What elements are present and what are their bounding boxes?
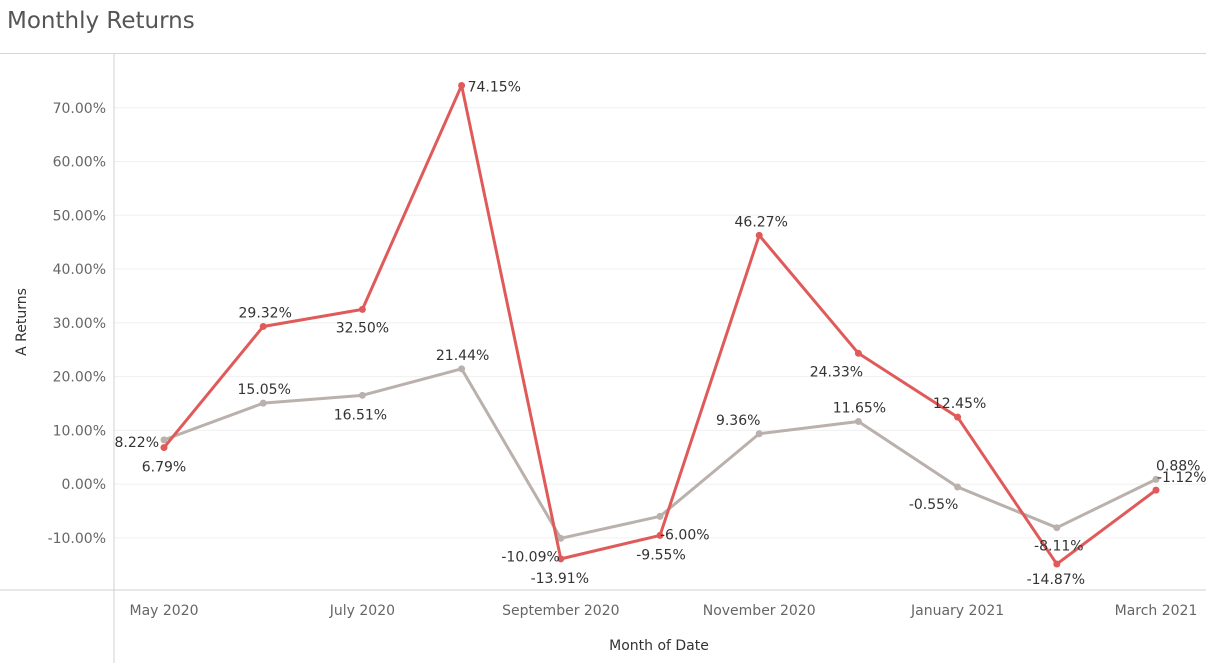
data-point [358, 391, 366, 399]
data-label: 29.32% [239, 305, 292, 321]
data-point [954, 483, 962, 491]
data-label: 0.88% [1156, 458, 1200, 474]
data-label: -6.00% [660, 527, 710, 543]
data-label: 16.51% [334, 407, 387, 423]
data-label: -10.09% [501, 549, 559, 565]
x-tick-label: September 2020 [502, 603, 619, 619]
x-tick-label: July 2020 [329, 603, 395, 619]
data-point [358, 305, 366, 313]
data-label: 11.65% [833, 400, 886, 416]
data-point [656, 531, 664, 539]
data-point [656, 512, 664, 520]
x-tick-label: March 2021 [1115, 603, 1198, 619]
data-label: 12.45% [933, 396, 986, 412]
data-point [160, 436, 168, 444]
gridlines [114, 107, 1206, 539]
data-point [557, 555, 565, 563]
data-point [854, 349, 862, 357]
data-label: -14.87% [1027, 572, 1085, 588]
data-label: 8.22% [115, 435, 159, 451]
y-tick-label: 50.00% [53, 208, 106, 224]
data-label: 24.33% [810, 364, 863, 380]
data-point [1053, 560, 1061, 568]
data-label: 46.27% [735, 214, 788, 230]
data-point [160, 444, 168, 452]
data-label: -8.11% [1034, 539, 1084, 555]
data-point [259, 322, 267, 330]
data-point [458, 365, 466, 373]
data-label: 9.36% [716, 413, 760, 429]
data-point [259, 399, 267, 407]
data-point [954, 413, 962, 421]
y-tick-label: -10.00% [48, 531, 106, 547]
y-tick-label: 10.00% [53, 423, 106, 439]
x-tick-label: November 2020 [703, 603, 816, 619]
x-tick-label: January 2021 [910, 603, 1004, 619]
data-point [458, 81, 466, 89]
data-label: -13.91% [531, 571, 589, 587]
data-label: -0.55% [909, 497, 959, 513]
data-point [1053, 524, 1061, 532]
x-tick-labels: May 2020 July 2020 September 2020 November … [129, 603, 1197, 619]
y-axis-title: A Returns [14, 288, 30, 356]
series-line-0 [162, 83, 1157, 566]
y-tick-label: 60.00% [53, 155, 106, 171]
y-tick-label: 0.00% [62, 477, 106, 493]
y-tick-label: 70.00% [53, 101, 106, 117]
x-tick-label: May 2020 [129, 603, 198, 619]
chart-title: Monthly Returns [7, 8, 195, 34]
data-label: 74.15% [468, 79, 521, 95]
data-labels: 6.79% 29.32% 32.50% 74.15% -13.91% -9.55% 46.2… [115, 79, 1206, 588]
data-label: 15.05% [238, 382, 291, 398]
data-point [755, 430, 763, 438]
series-group [160, 81, 1160, 568]
data-point [1152, 486, 1160, 494]
data-point [1152, 475, 1160, 483]
data-label: 32.50% [336, 320, 389, 336]
data-point [854, 417, 862, 425]
x-axis-title: Month of Date [609, 638, 709, 654]
data-point [755, 231, 763, 239]
data-label: -9.55% [636, 547, 686, 563]
data-label: 21.44% [436, 348, 489, 364]
title-divider [0, 53, 1206, 54]
y-tick-labels: -10.00% 0.00% 10.00% 20.00% 30.00% 40.00% 50.0… [48, 101, 106, 547]
y-tick-label: 30.00% [53, 316, 106, 332]
data-point [557, 534, 565, 542]
y-tick-label: 20.00% [53, 370, 106, 386]
data-label: 6.79% [142, 460, 186, 476]
y-tick-label: 40.00% [53, 262, 106, 278]
data-label: -1.12% [1157, 470, 1206, 486]
